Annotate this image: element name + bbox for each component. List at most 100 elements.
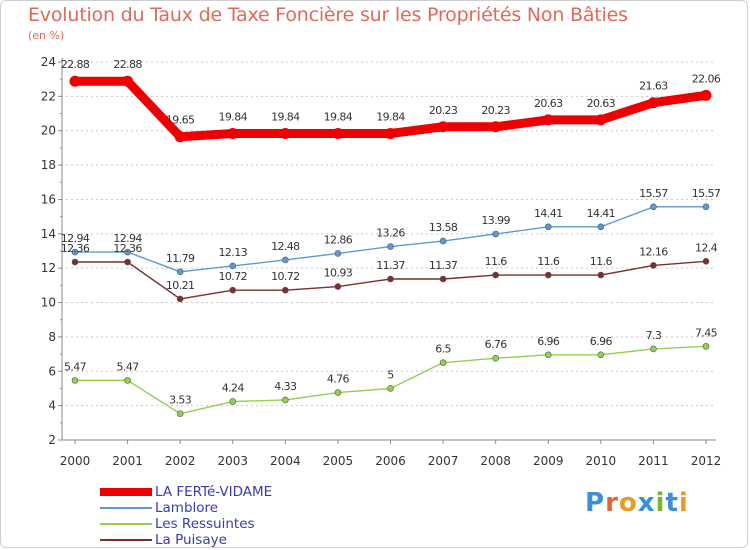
data-label-lamblore: 14.41 — [534, 207, 563, 220]
data-label-la-puisaye: 10.72 — [271, 270, 300, 283]
data-label-les-ressuintes: 6.5 — [435, 343, 451, 356]
data-label-la-fert-vidame: 20.23 — [481, 104, 510, 117]
data-point-les-ressuintes — [597, 351, 605, 359]
x-tick-label: 2004 — [270, 454, 301, 468]
legend-swatch-les-ressuintes — [100, 523, 152, 525]
data-label-la-puisaye: 12.4 — [695, 241, 718, 254]
data-point-la-puisaye — [387, 275, 394, 283]
y-unit-label: (en %) — [28, 29, 65, 42]
data-point-la-puisaye — [229, 286, 237, 294]
data-point-la-fert-vidame — [69, 75, 81, 87]
data-point-lamblore — [71, 248, 79, 256]
y-tick-label: 2 — [48, 433, 56, 447]
x-tick-label: 2005 — [323, 454, 354, 468]
data-point-la-fert-vidame — [279, 127, 291, 139]
data-point-la-puisaye — [124, 258, 131, 266]
data-point-lamblore — [597, 223, 605, 231]
x-tick-label: 2007 — [428, 454, 459, 468]
x-tick-label: 2011 — [638, 454, 669, 468]
data-point-la-fert-vidame — [332, 127, 344, 139]
legend-swatch-la-puisaye — [100, 539, 152, 541]
data-label-la-fert-vidame: 20.23 — [429, 104, 458, 117]
data-point-lamblore — [650, 203, 657, 211]
data-point-les-ressuintes — [544, 351, 552, 359]
logo-letter: i — [655, 488, 666, 518]
data-point-la-fert-vidame — [227, 127, 239, 139]
data-label-la-puisaye: 12.16 — [639, 245, 668, 258]
data-point-la-fert-vidame — [647, 97, 659, 109]
data-label-lamblore: 15.57 — [692, 187, 721, 200]
data-point-lamblore — [124, 248, 131, 256]
data-label-la-fert-vidame: 22.06 — [692, 72, 721, 85]
data-label-la-fert-vidame: 20.63 — [587, 97, 616, 110]
data-label-les-ressuintes: 4.33 — [274, 380, 297, 393]
data-label-la-puisaye: 12.36 — [61, 242, 90, 255]
y-tick-label: 14 — [41, 227, 56, 241]
data-point-les-ressuintes — [71, 377, 79, 384]
data-point-lamblore — [702, 203, 710, 211]
data-label-les-ressuintes: 6.76 — [485, 338, 508, 351]
data-label-les-ressuintes: 5.47 — [117, 360, 140, 373]
data-point-lamblore — [176, 268, 184, 276]
logo-letter: t — [665, 488, 679, 518]
legend-label-les-ressuintes: Les Ressuintes — [155, 516, 255, 532]
y-tick-label: 12 — [41, 261, 56, 275]
data-point-la-puisaye — [544, 271, 552, 279]
data-label-la-puisaye: 12.36 — [113, 242, 142, 255]
data-point-lamblore — [387, 243, 394, 250]
data-label-les-ressuintes: 6.96 — [537, 335, 560, 348]
logo-letter: x — [637, 488, 656, 518]
data-label-les-ressuintes: 7.3 — [646, 329, 662, 342]
data-point-les-ressuintes — [334, 389, 342, 396]
x-tick-label: 2012 — [691, 454, 722, 468]
x-tick-label: 2003 — [217, 454, 248, 468]
data-label-la-puisaye: 10.93 — [324, 267, 353, 280]
data-point-lamblore — [282, 256, 289, 264]
x-tick-label: 2002 — [165, 454, 196, 468]
data-label-lamblore: 12.48 — [271, 240, 300, 253]
data-label-lamblore: 12.94 — [61, 232, 90, 245]
data-point-la-puisaye — [597, 271, 605, 279]
proxiti-logo: Proxiti — [585, 488, 689, 518]
data-label-les-ressuintes: 4.24 — [222, 382, 245, 395]
data-point-la-fert-vidame — [595, 114, 607, 126]
data-point-la-puisaye — [334, 283, 342, 290]
data-label-lamblore: 12.94 — [113, 232, 142, 245]
data-label-la-puisaye: 10.72 — [219, 270, 248, 283]
data-label-lamblore: 13.58 — [429, 221, 458, 234]
data-label-les-ressuintes: 4.76 — [327, 373, 350, 386]
data-label-lamblore: 15.57 — [639, 187, 668, 200]
logo-letter: P — [585, 488, 606, 518]
y-tick-label: 16 — [41, 192, 56, 206]
x-tick-label: 2001 — [112, 454, 143, 468]
data-label-lamblore: 13.26 — [376, 227, 405, 240]
data-point-la-puisaye — [439, 275, 447, 283]
data-label-la-fert-vidame: 22.88 — [113, 58, 142, 71]
data-point-les-ressuintes — [387, 385, 394, 392]
data-point-la-puisaye — [282, 286, 289, 294]
data-point-lamblore — [439, 237, 447, 245]
data-label-la-puisaye: 11.6 — [485, 255, 508, 268]
data-point-lamblore — [492, 230, 499, 238]
data-point-la-puisaye — [176, 295, 184, 303]
data-point-lamblore — [334, 250, 342, 257]
data-label-la-puisaye: 10.21 — [166, 279, 195, 292]
x-tick-label: 2000 — [60, 454, 91, 468]
x-tick-label: 2006 — [375, 454, 406, 468]
data-label-les-ressuintes: 3.53 — [169, 394, 192, 407]
data-point-les-ressuintes — [124, 377, 131, 384]
data-label-la-puisaye: 11.37 — [429, 259, 458, 272]
data-label-la-fert-vidame: 22.88 — [61, 58, 90, 71]
y-tick-label: 6 — [48, 364, 56, 378]
chart-title: Evolution du Taux de Taxe Foncière sur l… — [28, 4, 628, 26]
data-label-la-puisaye: 11.37 — [376, 259, 405, 272]
data-point-lamblore — [544, 223, 552, 231]
data-label-lamblore: 14.41 — [587, 207, 616, 220]
data-point-les-ressuintes — [229, 398, 237, 405]
data-point-les-ressuintes — [176, 410, 184, 418]
y-tick-label: 20 — [41, 124, 56, 138]
data-point-la-puisaye — [650, 262, 657, 269]
data-label-la-fert-vidame: 21.63 — [639, 80, 668, 93]
data-point-la-fert-vidame — [700, 89, 712, 101]
